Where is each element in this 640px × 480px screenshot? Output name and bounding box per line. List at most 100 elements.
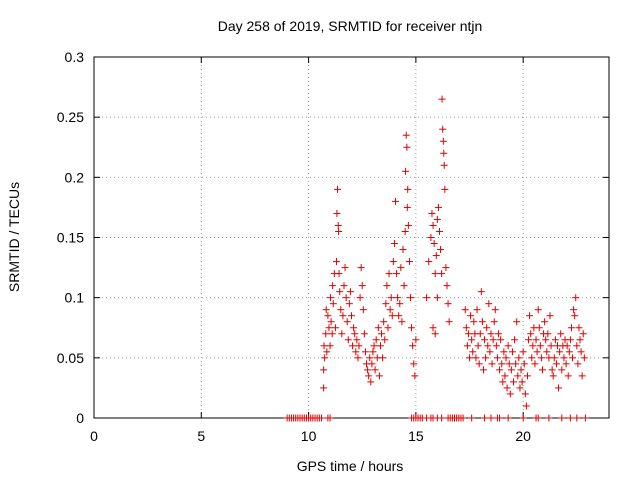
data-point xyxy=(523,372,531,380)
data-point xyxy=(521,390,529,398)
data-point xyxy=(496,366,504,374)
y-tick-label: 0.25 xyxy=(57,109,84,125)
data-point xyxy=(541,318,549,326)
data-point xyxy=(468,336,476,344)
data-point xyxy=(431,270,439,278)
data-point xyxy=(545,414,553,422)
data-point xyxy=(481,414,489,422)
data-point xyxy=(558,414,566,422)
data-point xyxy=(575,324,583,332)
data-point xyxy=(403,203,411,211)
data-point xyxy=(486,348,494,356)
data-point xyxy=(459,414,467,422)
data-point xyxy=(429,221,437,229)
data-point xyxy=(487,330,495,338)
data-point xyxy=(358,282,366,290)
x-tick-label: 20 xyxy=(515,428,531,444)
data-point xyxy=(535,324,543,332)
data-point xyxy=(444,300,452,308)
data-point xyxy=(479,366,487,374)
data-point xyxy=(500,348,508,356)
data-point xyxy=(391,197,399,205)
data-point xyxy=(361,348,369,356)
data-point xyxy=(388,312,396,320)
data-point xyxy=(573,342,581,350)
data-point xyxy=(407,294,415,302)
data-point xyxy=(492,342,500,350)
data-point xyxy=(334,185,342,193)
data-point xyxy=(463,342,471,350)
data-point xyxy=(409,342,417,350)
data-point xyxy=(327,318,335,326)
data-point xyxy=(398,318,406,326)
data-point xyxy=(548,366,556,374)
data-point xyxy=(359,306,367,314)
data-point xyxy=(547,342,555,350)
data-point xyxy=(432,252,440,260)
data-point xyxy=(497,336,505,344)
data-point xyxy=(505,360,513,368)
data-points xyxy=(283,95,589,422)
y-tick-label: 0.15 xyxy=(57,230,84,246)
data-point xyxy=(378,330,386,338)
data-point xyxy=(552,360,560,368)
data-point xyxy=(371,366,379,374)
data-point xyxy=(531,360,539,368)
data-point xyxy=(566,336,574,344)
data-point xyxy=(475,360,483,368)
data-point xyxy=(484,342,492,350)
data-point xyxy=(429,324,437,332)
data-point xyxy=(501,372,509,380)
data-point xyxy=(470,318,478,326)
data-point xyxy=(573,414,581,422)
data-point xyxy=(543,348,551,356)
data-point xyxy=(425,258,433,266)
data-point xyxy=(320,366,328,374)
data-point xyxy=(498,360,506,368)
grid-lines xyxy=(94,57,609,418)
data-point xyxy=(550,354,558,362)
data-point xyxy=(402,131,410,139)
data-point xyxy=(353,336,361,344)
data-point xyxy=(565,348,573,356)
data-point xyxy=(438,414,446,422)
data-point xyxy=(489,336,497,344)
data-point xyxy=(411,372,419,380)
data-point xyxy=(352,348,360,356)
data-point xyxy=(329,300,337,308)
x-tick-label: 10 xyxy=(301,428,317,444)
data-point xyxy=(518,378,526,386)
data-point xyxy=(395,312,403,320)
y-tick-label: 0.1 xyxy=(65,290,85,306)
data-point xyxy=(343,318,351,326)
data-point xyxy=(482,354,490,362)
data-point xyxy=(522,402,530,410)
data-point xyxy=(354,354,362,362)
data-point xyxy=(435,227,443,235)
x-tick-label: 15 xyxy=(408,428,424,444)
data-point xyxy=(339,312,347,320)
data-point xyxy=(494,330,502,338)
data-point xyxy=(511,336,519,344)
data-point xyxy=(334,221,342,229)
y-axis-ticks: 0 0.05 0.1 0.15 0.2 0.25 0.3 xyxy=(57,49,609,426)
data-point xyxy=(520,360,528,368)
data-point xyxy=(333,209,341,217)
data-point xyxy=(365,372,373,380)
data-point xyxy=(360,330,368,338)
data-point xyxy=(438,270,446,278)
data-point xyxy=(403,143,411,151)
data-point xyxy=(351,330,359,338)
data-point xyxy=(537,354,545,362)
data-point xyxy=(335,270,343,278)
data-point xyxy=(569,354,577,362)
data-point xyxy=(320,342,328,350)
data-point xyxy=(381,336,389,344)
data-point xyxy=(493,354,501,362)
data-point xyxy=(544,330,552,338)
data-point xyxy=(439,137,447,145)
data-point xyxy=(464,330,472,338)
data-point xyxy=(408,324,416,332)
data-point xyxy=(519,348,527,356)
data-point xyxy=(570,306,578,314)
